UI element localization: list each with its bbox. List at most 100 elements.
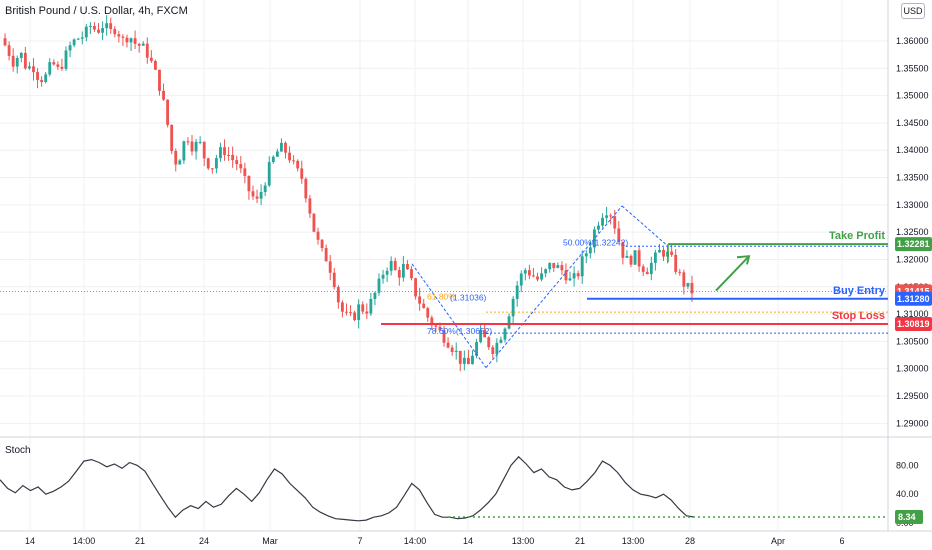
- candle-body: [255, 196, 259, 199]
- zigzag-line: [621, 205, 669, 247]
- candle-body: [320, 239, 324, 249]
- candle-body: [495, 342, 499, 355]
- candle-body: [166, 99, 170, 125]
- stop-loss-badge: [895, 316, 932, 331]
- candle-body: [239, 164, 243, 169]
- y-tick-label: 1.34000: [896, 145, 929, 155]
- up-arrow-head: [736, 255, 751, 265]
- candle-body: [414, 278, 417, 297]
- candle-body: [369, 299, 373, 314]
- candle-body: [72, 39, 76, 46]
- candle-body: [247, 175, 251, 192]
- x-tick-label: 13:00: [512, 536, 535, 546]
- candle-body: [214, 158, 218, 169]
- candle-body: [605, 215, 609, 218]
- candle-body: [15, 57, 19, 67]
- candle-body: [601, 217, 604, 226]
- candle-body: [332, 272, 336, 288]
- candle-body: [588, 247, 592, 254]
- candle-body: [154, 60, 157, 70]
- zigzag-line: [411, 263, 487, 368]
- take-profit-badge: [895, 237, 932, 252]
- candle-body: [519, 273, 523, 286]
- candle-body: [219, 147, 222, 159]
- x-tick-label: 21: [575, 536, 585, 546]
- zigzag-line: [485, 205, 623, 368]
- candle-body: [357, 304, 361, 321]
- candle-body: [645, 271, 649, 275]
- candle-body: [210, 168, 214, 170]
- candle-body: [653, 252, 657, 263]
- candle-body: [316, 231, 320, 240]
- candle-body: [202, 141, 206, 159]
- candle-body: [174, 151, 178, 165]
- x-tick-label: 14:00: [73, 536, 96, 546]
- candle-body: [36, 72, 39, 80]
- candle-body: [231, 154, 235, 161]
- x-tick-label: Mar: [262, 536, 278, 546]
- candle-body: [662, 250, 665, 257]
- stop-loss-label: Stop Loss: [832, 310, 885, 322]
- x-tick-label: 24: [199, 536, 209, 546]
- x-tick-label: 28: [685, 536, 695, 546]
- candle-body: [121, 36, 125, 38]
- currency-button[interactable]: USD: [901, 3, 925, 19]
- candle-body: [462, 357, 466, 364]
- y-tick-label: 1.36000: [896, 36, 929, 46]
- candle-body: [3, 38, 7, 46]
- candle-body: [426, 308, 430, 318]
- y-tick-label: 1.34500: [896, 118, 929, 128]
- x-tick-label: 13:00: [622, 536, 645, 546]
- candle-body: [7, 45, 11, 56]
- candle-body: [304, 178, 308, 199]
- candle-body: [284, 142, 287, 153]
- candle-body: [125, 37, 129, 43]
- y-tick-label: 1.32000: [896, 254, 929, 264]
- y-tick-label: 1.33000: [896, 200, 929, 210]
- stop-loss-badge-text: 1.30819: [897, 319, 930, 329]
- candle-body: [613, 216, 617, 229]
- candle-body: [97, 29, 100, 33]
- candle-body: [377, 278, 381, 293]
- candle-body: [288, 152, 291, 161]
- y-tick-label: 1.30500: [896, 336, 929, 346]
- candle-body: [84, 26, 88, 38]
- stoch-tick-label: 80.00: [896, 460, 919, 470]
- candle-body: [511, 298, 515, 317]
- stoch-value-badge: [895, 509, 923, 524]
- candle-body: [178, 160, 182, 165]
- candle-body: [609, 215, 613, 217]
- candle-body: [133, 38, 137, 44]
- take-profit-label: Take Profit: [829, 230, 885, 242]
- candle-body: [536, 276, 539, 280]
- candle-body: [263, 185, 267, 192]
- stoch-title: Stoch: [5, 445, 31, 456]
- candle-body: [483, 329, 487, 338]
- x-tick-label: 7: [357, 536, 362, 546]
- candle-body: [532, 275, 535, 277]
- y-tick-label: 1.35500: [896, 63, 929, 73]
- candle-body: [544, 269, 548, 274]
- candle-body: [507, 316, 511, 329]
- candle-body: [32, 66, 35, 73]
- candle-body: [162, 90, 165, 100]
- candle-body: [401, 264, 405, 278]
- candle-body: [393, 260, 397, 271]
- candle-body: [44, 74, 48, 82]
- candle-body: [658, 250, 661, 253]
- candle-body: [105, 23, 109, 29]
- candle-body: [389, 260, 393, 271]
- candle-body: [345, 311, 348, 313]
- candle-body: [430, 317, 434, 326]
- candle-body: [101, 28, 105, 33]
- candle-body: [597, 225, 600, 230]
- candle-body: [556, 265, 560, 268]
- candle-body: [88, 25, 92, 27]
- y-tick-label: 1.35000: [896, 91, 929, 101]
- candle-body: [625, 255, 629, 258]
- candle-body: [198, 141, 202, 143]
- candle-body: [296, 160, 300, 169]
- candle-body: [56, 64, 60, 67]
